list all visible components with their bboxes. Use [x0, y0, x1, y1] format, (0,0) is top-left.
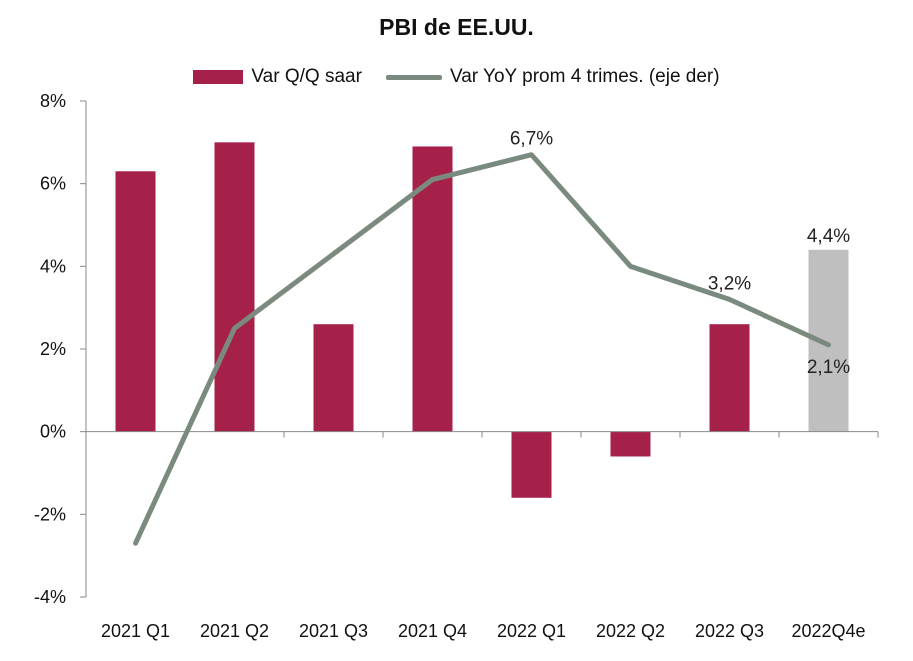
line-data-label-5: 6,7%: [510, 129, 553, 150]
line-data-label-7: 3,2%: [708, 273, 751, 294]
x-tick-label-3: 2021 Q3: [299, 621, 368, 641]
axes-group: -4% -2% 0% 2% 4% 6% 8% 2021 Q1 2021 Q2 2021 Q3 202…: [34, 91, 879, 641]
x-tick-label-1: 2021 Q1: [101, 621, 170, 641]
labels-group: 4,4% 6,7% 3,2% 2,1%: [510, 129, 850, 378]
bar-2: [214, 142, 255, 432]
bar-5: [511, 431, 552, 498]
line-group: [133, 152, 831, 546]
bars-group: [115, 142, 849, 498]
legend-label-bars: Var Q/Q saar: [251, 66, 362, 87]
x-tick-label-8: 2022Q4e: [791, 621, 865, 641]
chart-title: PBI de EE.UU.: [379, 14, 534, 40]
bar-1: [115, 171, 156, 432]
x-tick-label-7: 2022 Q3: [695, 621, 764, 641]
bar-3: [313, 324, 354, 432]
y-tick-label-6: 8%: [40, 91, 66, 111]
x-tick-label-6: 2022 Q2: [596, 621, 665, 641]
yoy-line: [133, 152, 831, 546]
bar-7: [709, 324, 750, 432]
y-tick-label-1: -2%: [34, 504, 66, 524]
bar-data-label-8: 4,4%: [807, 226, 850, 247]
y-tick-label-0: -4%: [34, 587, 66, 607]
legend-label-line: Var YoY prom 4 trimes. (eje der): [449, 66, 720, 87]
legend-item-bars: Var Q/Q saar: [193, 66, 362, 88]
bar-6: [610, 431, 651, 457]
x-tick-label-5: 2022 Q1: [497, 621, 566, 641]
y-tick-label-3: 2%: [40, 339, 66, 359]
x-tick-label-4: 2021 Q4: [398, 621, 467, 641]
legend: Var Q/Q saar Var YoY prom 4 trimes. (eje…: [0, 66, 913, 88]
bar-4: [412, 146, 453, 432]
line-data-label-8: 2,1%: [807, 357, 850, 378]
legend-swatch-bar: [193, 70, 244, 84]
y-tick-label-4: 4%: [40, 256, 66, 276]
legend-swatch-line: [385, 74, 442, 80]
y-tick-label-5: 6%: [40, 174, 66, 194]
x-tick-label-2: 2021 Q2: [200, 621, 269, 641]
y-tick-label-2: 0%: [40, 422, 66, 442]
legend-item-line: Var YoY prom 4 trimes. (eje der): [385, 66, 720, 88]
